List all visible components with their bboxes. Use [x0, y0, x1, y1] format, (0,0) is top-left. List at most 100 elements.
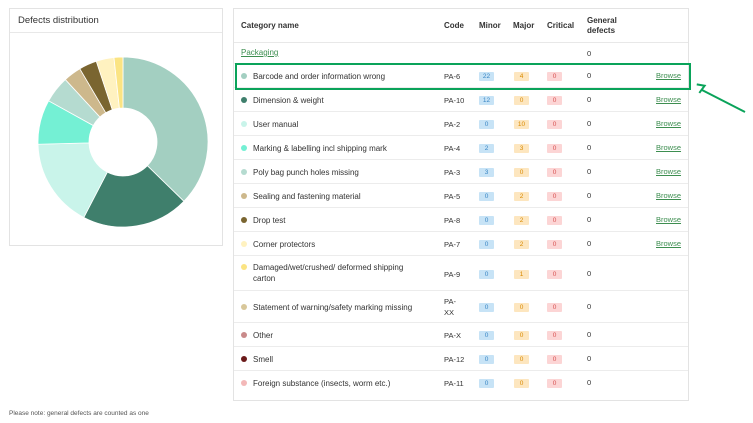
table-row: Corner protectors PA-7 0 2 0 0 Browse [234, 232, 688, 256]
header-general-1: General [587, 16, 617, 25]
category-code: PA- [444, 297, 456, 306]
category-name: Other [253, 331, 274, 340]
minor-count-badge: 2 [479, 144, 494, 153]
browse-link[interactable]: Browse [656, 215, 682, 224]
table-row: Sealing and fastening material PA-5 0 2 0 0 Br… [234, 184, 688, 208]
header-category: Category name [241, 21, 299, 30]
minor-count-badge: 0 [479, 192, 494, 201]
general-count: 0 [587, 354, 592, 363]
category-name: Dimension & weight [253, 96, 324, 105]
category-color-dot [241, 332, 247, 338]
category-code-cont: XX [444, 308, 455, 317]
category-color-dot [241, 97, 247, 103]
general-count: 0 [587, 215, 592, 224]
category-color-dot [241, 380, 247, 386]
defects-table: Category name Code Minor Major Critical … [233, 8, 689, 401]
major-count-badge: 3 [514, 144, 529, 153]
critical-count-badge: 0 [547, 96, 562, 105]
major-count-badge: 0 [514, 379, 529, 388]
critical-count-badge: 0 [547, 355, 562, 364]
major-count-badge: 0 [514, 355, 529, 364]
minor-count-badge: 0 [479, 216, 494, 225]
table-row: Poly bag punch holes missing PA-3 3 0 0 0 Brow… [234, 160, 688, 184]
table-row: Barcode and order information wrong PA-6 2… [234, 64, 688, 88]
category-code: PA-12 [444, 355, 465, 364]
critical-count-badge: 0 [547, 168, 562, 177]
category-name: Poly bag punch holes missing [253, 168, 359, 177]
category-code: PA-4 [444, 144, 461, 153]
category-name: Corner protectors [253, 240, 316, 249]
general-count: 0 [587, 269, 592, 278]
category-color-dot [241, 217, 247, 223]
table-header: Category name Code Minor Major Critical … [234, 9, 688, 43]
general-count: 0 [587, 191, 592, 200]
browse-link[interactable]: Browse [656, 239, 682, 248]
category-color-dot [241, 241, 247, 247]
general-count: 0 [587, 95, 592, 104]
general-count: 0 [587, 239, 592, 248]
table-row: Smell PA-12 0 0 0 0 [234, 347, 688, 371]
category-name: Drop test [253, 216, 286, 225]
general-count: 0 [587, 143, 592, 152]
category-color-dot [241, 145, 247, 151]
critical-count-badge: 0 [547, 192, 562, 201]
header-general-2: defects [587, 26, 616, 35]
critical-count-badge: 0 [547, 270, 562, 279]
category-color-dot [241, 73, 247, 79]
table-row: Drop test PA-8 0 2 0 0 Browse [234, 208, 688, 232]
donut-slice-0 [122, 57, 208, 202]
category-name: Smell [253, 355, 274, 364]
general-count: 0 [587, 302, 592, 311]
category-code: PA-2 [444, 120, 461, 129]
table-row: Other PA-X 0 0 0 0 [234, 323, 688, 347]
major-count-badge: 0 [514, 96, 529, 105]
footer-note: Please note: general defects are counted… [9, 410, 149, 417]
major-count-badge: 2 [514, 216, 529, 225]
critical-count-badge: 0 [547, 331, 562, 340]
header-critical: Critical [547, 21, 575, 30]
browse-link[interactable]: Browse [656, 95, 682, 104]
category-color-dot [241, 169, 247, 175]
critical-count-badge: 0 [547, 216, 562, 225]
browse-link[interactable]: Browse [656, 143, 682, 152]
browse-link[interactable]: Browse [656, 119, 682, 128]
critical-count-badge: 0 [547, 240, 562, 249]
group-link-packaging[interactable]: Packaging [241, 48, 279, 57]
minor-count-badge: 0 [479, 331, 494, 340]
minor-count-badge: 0 [479, 303, 494, 312]
general-count: 0 [587, 71, 592, 80]
major-count-badge: 1 [514, 270, 529, 279]
minor-count-badge: 0 [479, 240, 494, 249]
category-color-dot [241, 121, 247, 127]
category-code: PA-6 [444, 72, 461, 81]
category-code: PA-7 [444, 240, 461, 249]
category-name: Damaged/wet/crushed/ deformed shipping [253, 263, 404, 272]
donut-slice-1 [83, 165, 185, 227]
browse-link[interactable]: Browse [656, 191, 682, 200]
minor-count-badge: 3 [479, 168, 494, 177]
minor-count-badge: 0 [479, 270, 494, 279]
category-color-dot [241, 304, 247, 310]
category-name: Marking & labelling incl shipping mark [253, 144, 387, 153]
minor-count-badge: 0 [479, 379, 494, 388]
defects-donut-chart [38, 57, 208, 227]
table-row: Damaged/wet/crushed/ deformed shipping ca… [234, 256, 688, 291]
table-row: Foreign substance (insects, worm etc.) PA… [234, 371, 688, 395]
major-count-badge: 2 [514, 192, 529, 201]
major-count-badge: 0 [514, 303, 529, 312]
general-count: 0 [587, 378, 592, 387]
category-code: PA-8 [444, 216, 461, 225]
browse-link[interactable]: Browse [656, 167, 682, 176]
header-code: Code [444, 21, 464, 30]
critical-count-badge: 0 [547, 120, 562, 129]
browse-link[interactable]: Browse [656, 71, 682, 80]
arrow-pointer-icon [696, 83, 746, 113]
category-color-dot [241, 264, 247, 270]
minor-count-badge: 0 [479, 120, 494, 129]
category-color-dot [241, 356, 247, 362]
defects-distribution-panel: Defects distribution [9, 8, 223, 246]
major-count-badge: 2 [514, 240, 529, 249]
category-code: PA-X [444, 331, 461, 340]
category-name: Foreign substance (insects, worm etc.) [253, 379, 391, 388]
group-general: 0 [587, 49, 592, 58]
